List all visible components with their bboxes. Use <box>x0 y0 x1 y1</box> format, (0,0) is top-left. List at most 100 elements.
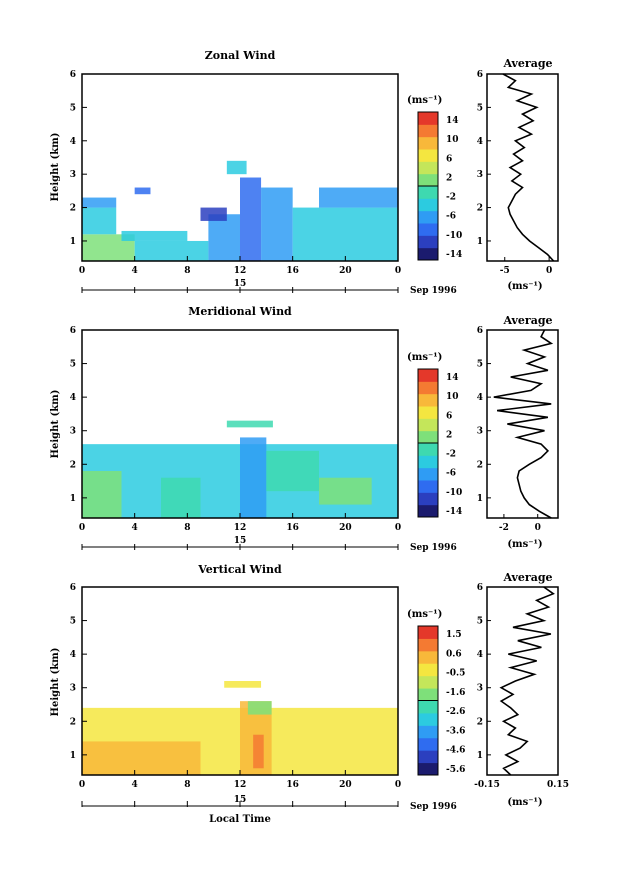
vertical-x-tick-label: 4 <box>132 780 138 790</box>
vertical-x-tick-label: 8 <box>184 780 190 790</box>
vertical-average-y-tick-label: 3 <box>477 684 483 694</box>
vertical-ylabel: Height (km) <box>50 648 61 717</box>
meridional-colorbar-swatch <box>418 393 438 407</box>
vertical-colorbar-swatch <box>418 762 438 776</box>
vertical-colorbar-swatch <box>418 663 438 677</box>
zonal-field-region <box>208 214 240 261</box>
meridional-y-tick-label: 6 <box>70 326 76 336</box>
vertical-x-ticks: 0 4 8 12 16 20 0 <box>79 770 401 807</box>
meridional-colorbar-swatch <box>418 381 438 395</box>
vertical-y-tick-label: 5 <box>70 617 76 627</box>
zonal-y-tick-label: 2 <box>70 204 76 214</box>
vertical-x-tick-label: 0 <box>79 780 85 790</box>
vertical-y-tick-label: 1 <box>70 751 76 761</box>
meridional-colorbar-swatch <box>418 504 438 518</box>
meridional-colorbar-swatch <box>418 492 438 506</box>
vertical-colorbar-swatch <box>418 712 438 726</box>
zonal-x-tick-label: 8 <box>184 266 190 276</box>
zonal-average-y-tick-label: 5 <box>477 103 483 113</box>
vertical-y-tick-label: 6 <box>70 583 76 593</box>
zonal-field-region <box>121 230 188 241</box>
zonal-colorbar-swatch <box>418 136 438 150</box>
meridional-colorbar-swatch <box>418 406 438 419</box>
zonal-y-tick-label: 6 <box>70 70 76 80</box>
vertical-colorbar-tick-label: -5.6 <box>446 765 465 775</box>
vertical-average-y-tick-label: 1 <box>477 751 483 761</box>
zonal-date-marker: 15 <box>234 279 247 289</box>
vertical-field <box>82 681 398 775</box>
vertical-x-tick-label: 16 <box>286 780 299 790</box>
meridional-y-tick-label: 5 <box>70 360 76 370</box>
zonal-colorbar-swatch <box>418 161 438 175</box>
meridional-average-xlabel: (ms⁻¹) <box>507 539 542 550</box>
zonal-y-tick-label: 1 <box>70 237 76 247</box>
meridional-y-tick-label: 3 <box>70 427 76 437</box>
vertical-y-tick-label: 3 <box>70 684 76 694</box>
meridional-field-region <box>226 420 273 428</box>
vertical-colorbar-tick-label: -3.6 <box>446 726 465 736</box>
meridional-x-tick-label: 20 <box>339 523 352 533</box>
zonal-field-region <box>134 187 151 195</box>
zonal-colorbar-swatch <box>418 223 438 236</box>
vertical-y-ticks: 1 2 3 4 5 6 <box>70 583 87 761</box>
meridional-date-label: Sep 1996 <box>410 543 457 553</box>
zonal-colorbar-swatch <box>418 149 438 162</box>
vertical-colorbar-swatch <box>418 626 438 639</box>
vertical-date-label: Sep 1996 <box>410 802 457 812</box>
zonal-average-line <box>502 73 555 262</box>
vertical-field-region <box>82 741 201 775</box>
vertical-colorbar-tick-label: 0.6 <box>446 649 462 659</box>
meridional-ylabel: Height (km) <box>50 390 61 459</box>
zonal-x-tick-label: 16 <box>286 266 299 276</box>
zonal-title: Zonal Wind <box>205 49 276 62</box>
meridional-average-plot: 1 2 3 4 5 6 -2 0 <box>477 326 559 533</box>
meridional-colorbar-tick-label: -6 <box>446 469 456 479</box>
vertical-average-y-tick-label: 5 <box>477 617 483 627</box>
zonal-colorbar-tick-label: 2 <box>446 173 452 183</box>
meridional-colorbar-tick-label: 6 <box>446 411 452 421</box>
vertical-x-tick-label: 20 <box>339 780 352 790</box>
meridional-x-tick-label: 12 <box>234 523 247 533</box>
vertical-average-y-tick-label: 4 <box>477 650 483 660</box>
vertical-average-xlabel: (ms⁻¹) <box>507 797 542 808</box>
zonal-average-title: Average <box>502 57 552 70</box>
vertical-colorbar-tick-label: -1.6 <box>446 688 465 698</box>
zonal-field <box>82 160 398 261</box>
meridional-colorbar-tick-label: 2 <box>446 430 452 440</box>
zonal-field-region <box>240 177 262 261</box>
zonal-field-region <box>226 160 247 175</box>
vertical-unit-label: (ms⁻¹) <box>407 609 442 620</box>
zonal-date-label: Sep 1996 <box>410 286 457 296</box>
meridional-average-y-tick-label: 6 <box>477 326 483 336</box>
zonal-average-x-tick-label: -5 <box>500 266 510 276</box>
zonal-field-region <box>200 207 227 221</box>
vertical-colorbar-swatch <box>418 650 438 664</box>
zonal-field-region <box>82 207 117 235</box>
zonal-colorbar-swatch <box>418 173 438 187</box>
meridional-field <box>82 420 398 518</box>
meridional-x-tick-label: 16 <box>286 523 299 533</box>
meridional-colorbar-swatch <box>418 443 438 456</box>
meridional-y-tick-label: 4 <box>70 393 76 403</box>
zonal-field-region <box>292 207 398 261</box>
vertical-y-tick-label: 4 <box>70 650 76 660</box>
vertical-colorbar-tick-label: 1.5 <box>446 630 462 640</box>
meridional-colorbar-swatch <box>418 467 438 481</box>
zonal-colorbar-tick-label: 6 <box>446 154 452 164</box>
zonal-colorbar-tick-label: 14 <box>446 116 459 126</box>
zonal-y-tick-label: 3 <box>70 170 76 180</box>
zonal-average-xlabel: (ms⁻¹) <box>507 281 542 292</box>
zonal-colorbar-swatch <box>418 198 438 212</box>
meridional-average-x-tick-label: -2 <box>499 523 509 533</box>
vertical-colorbar-swatch <box>418 675 438 689</box>
meridional-x-tick-label: 8 <box>184 523 190 533</box>
zonal-x-tick-label: 20 <box>339 266 352 276</box>
meridional-unit-label: (ms⁻¹) <box>407 352 442 363</box>
vertical-colorbar-swatch <box>418 750 438 764</box>
zonal-colorbar-swatch <box>418 210 438 224</box>
zonal-ylabel: Height (km) <box>50 133 61 202</box>
zonal-colorbar-swatch <box>418 112 438 125</box>
